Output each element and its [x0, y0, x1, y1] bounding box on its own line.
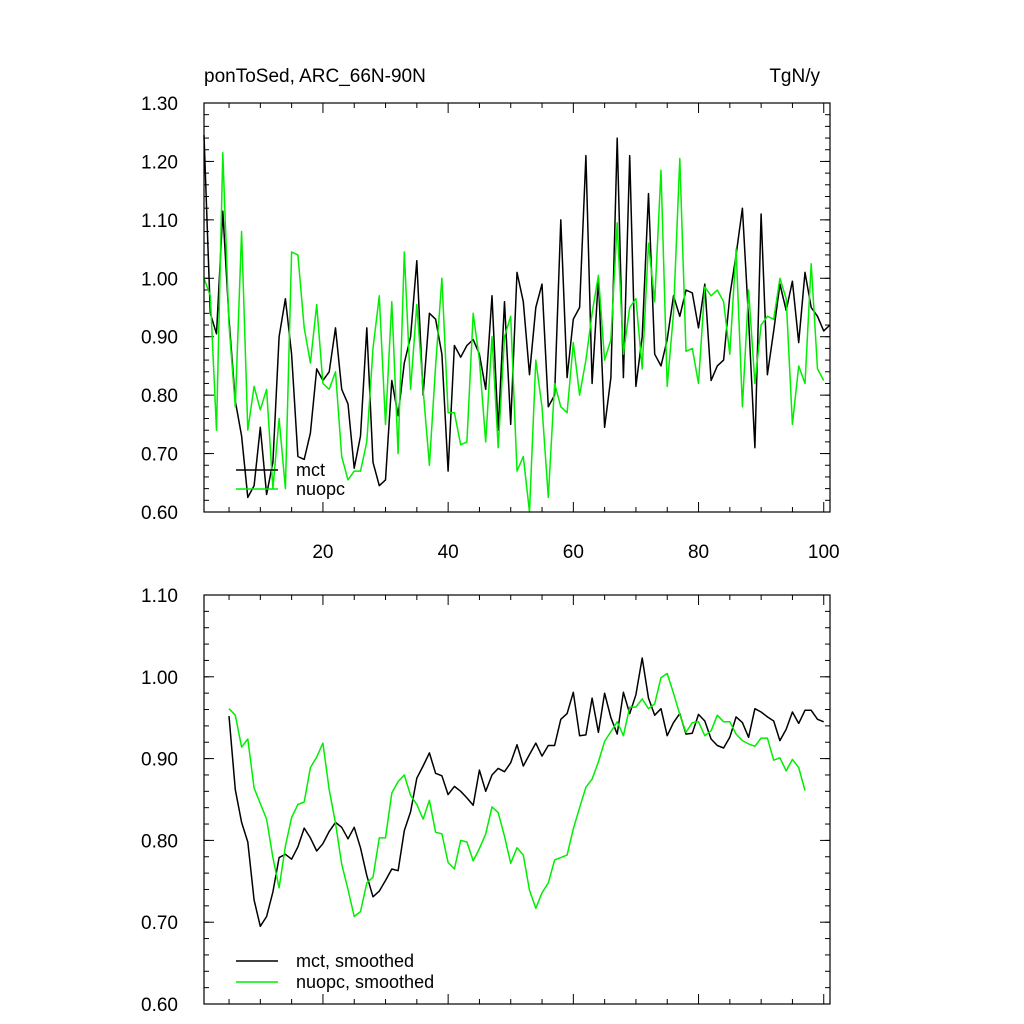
x-tick-label: 60 — [563, 542, 584, 563]
y-tick-label: 0.80 — [141, 386, 178, 407]
panel-title: ponToSed, ARC_66N-90N — [204, 66, 426, 87]
x-tick-label: 20 — [312, 542, 333, 563]
units-label: TgN/y — [769, 66, 820, 87]
y-tick-label: 1.10 — [141, 211, 178, 232]
series-line-nuopc — [203, 151, 825, 513]
series-line-nuopc-smoothed — [228, 672, 806, 918]
y-tick-label: 0.90 — [141, 328, 178, 349]
series-line-mct — [203, 135, 831, 499]
y-tick-label: 1.20 — [141, 152, 178, 173]
y-tick-label: 1.00 — [141, 269, 178, 290]
x-tick-label: 80 — [688, 542, 709, 563]
y-tick-label: 0.60 — [141, 995, 178, 1016]
y-tick-label: 1.30 — [141, 94, 178, 115]
y-tick-label: 0.60 — [141, 503, 178, 524]
y-tick-label: 0.90 — [141, 750, 178, 771]
series-line-mct-smoothed — [228, 657, 824, 928]
x-tick-label: 40 — [438, 542, 459, 563]
plot-frame — [203, 594, 831, 1005]
smoothed-series-panel: 0.60 0.70 0.80 0.90 1.00 1.10 mct, smoothednu… — [141, 586, 831, 1016]
legend-label: mct, smoothed — [296, 951, 414, 971]
legend-label: mct — [296, 460, 325, 480]
raw-series-panel: ponToSed, ARC_66N-90N TgN/y 0.60 0.70 0.80… — [141, 66, 840, 563]
legend-label: nuopc, smoothed — [296, 972, 434, 992]
y-tick-label: 0.70 — [141, 913, 178, 934]
y-tick-label: 1.00 — [141, 668, 178, 689]
plot-area: 0.60 0.70 0.80 0.90 1.00 1.10 1.20 1.30 20 40 60 80… — [141, 94, 840, 563]
y-tick-label: 0.80 — [141, 831, 178, 852]
y-tick-label: 0.70 — [141, 445, 178, 466]
plot-area: 0.60 0.70 0.80 0.90 1.00 1.10 — [141, 586, 830, 1016]
y-tick-label: 1.10 — [141, 586, 178, 607]
plot-frame — [203, 102, 831, 513]
x-tick-label: 100 — [808, 542, 840, 563]
legend-label: nuopc — [296, 479, 345, 499]
